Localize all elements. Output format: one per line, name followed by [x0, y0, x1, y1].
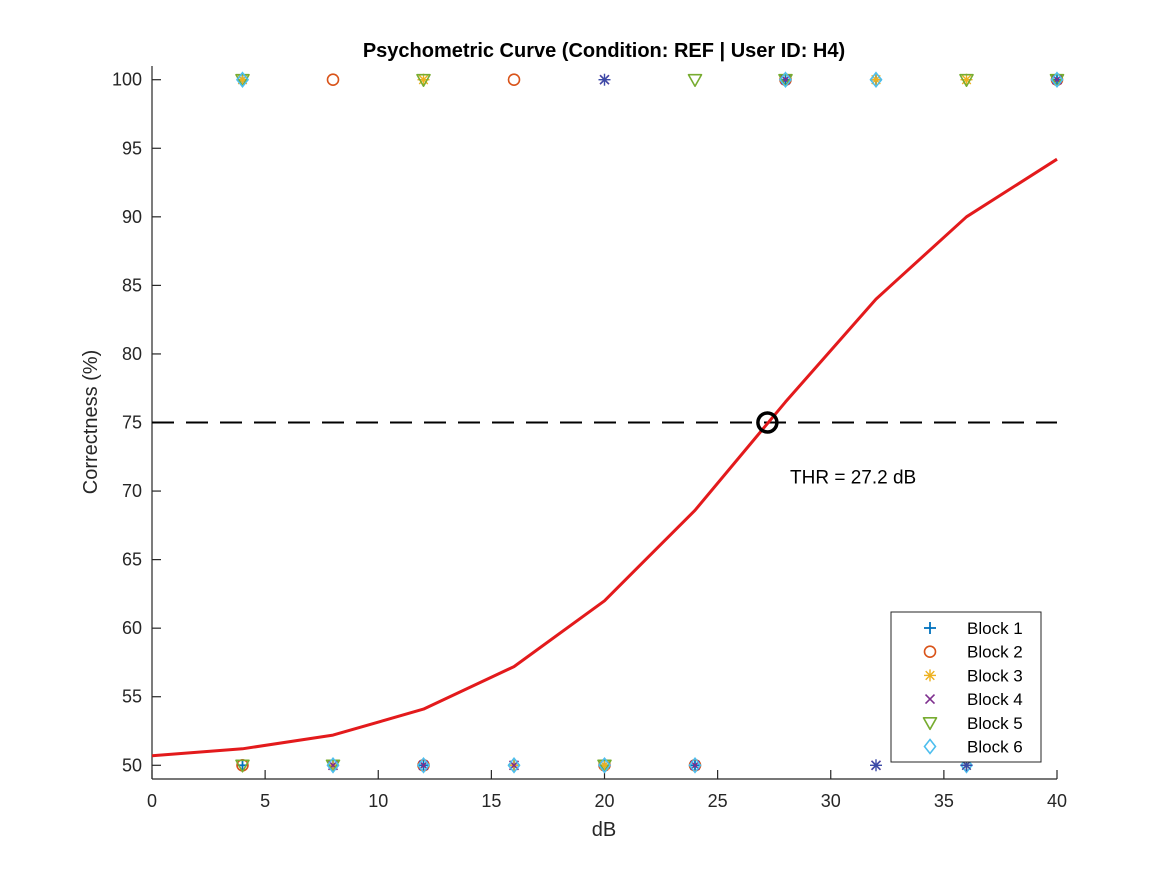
- data-point: [688, 756, 702, 774]
- x-tick-label: 15: [481, 791, 501, 811]
- data-point: [869, 71, 883, 89]
- legend-label: Block 5: [967, 714, 1023, 733]
- legend-marker: [924, 669, 936, 682]
- x-tick-label: 5: [260, 791, 270, 811]
- data-point: [1049, 73, 1065, 88]
- x-tick-label: 30: [821, 791, 841, 811]
- legend-label: Block 1: [967, 619, 1023, 638]
- data-point: [326, 756, 340, 774]
- legend-marker: [924, 622, 936, 634]
- data-point: [959, 756, 974, 774]
- x-tick-label: 10: [368, 791, 388, 811]
- y-tick-label: 85: [122, 275, 142, 295]
- data-point: [507, 73, 521, 87]
- data-point: [778, 73, 793, 88]
- x-ticks: 0 5 10 15 20 25 30 35 40: [147, 770, 1067, 811]
- y-tick-label: 60: [122, 618, 142, 638]
- x-tick-label: 35: [934, 791, 954, 811]
- data-point: [597, 756, 612, 774]
- data-point: [416, 756, 431, 774]
- data-point: [235, 73, 250, 88]
- x-tick-label: 40: [1047, 791, 1067, 811]
- legend-label: Block 6: [967, 738, 1023, 757]
- legend-marker: [924, 694, 936, 705]
- data-point: [598, 73, 611, 86]
- y-tick-label: 65: [122, 550, 142, 570]
- x-tick-label: 20: [594, 791, 614, 811]
- legend-label: Block 4: [967, 690, 1023, 709]
- legend: Block 1 Block 2 Block 3 Block 4 Block 5 Block…: [890, 611, 1042, 763]
- x-tick-label: 0: [147, 791, 157, 811]
- threshold-annotation: THR = 27.2 dB: [790, 467, 916, 488]
- data-point: [778, 71, 793, 89]
- fitted-curve: [151, 157, 1058, 758]
- plot-area: [151, 71, 1065, 774]
- data-point: [235, 71, 250, 89]
- data-point: [507, 756, 521, 774]
- data-point: [687, 73, 703, 88]
- legend-marker: [923, 645, 937, 659]
- data-point: [416, 73, 431, 88]
- y-tick-label: 50: [122, 755, 142, 775]
- y-tick-label: 100: [112, 70, 142, 90]
- y-tick-label: 70: [122, 481, 142, 501]
- x-tick-label: 25: [708, 791, 728, 811]
- legend-label: Block 3: [967, 666, 1023, 685]
- y-tick-label: 55: [122, 687, 142, 707]
- legend-label: Block 2: [967, 643, 1023, 662]
- y-ticks: 50 55 60 65 70 75 80 85 90 95 100: [112, 70, 161, 775]
- data-point: [870, 759, 882, 772]
- data-point: [597, 759, 612, 773]
- y-axis-label: Correctness (%): [80, 350, 102, 494]
- threshold-point: [756, 411, 779, 434]
- chart-title: Psychometric Curve (Condition: REF | Use…: [363, 40, 845, 62]
- series-6: [235, 71, 1064, 774]
- data-point: [1050, 71, 1064, 89]
- data-point: [870, 73, 882, 86]
- legend-box: [890, 611, 1042, 763]
- data-point: [235, 759, 250, 773]
- y-tick-label: 90: [122, 207, 142, 227]
- legend-marker: [922, 716, 938, 731]
- x-axis-label: dB: [592, 819, 616, 841]
- data-point: [326, 73, 340, 87]
- y-tick-label: 75: [122, 413, 142, 433]
- legend-marker: [923, 738, 937, 755]
- y-tick-label: 80: [122, 344, 142, 364]
- data-point: [959, 73, 974, 88]
- data-point: [325, 759, 341, 773]
- y-tick-label: 95: [122, 138, 142, 158]
- series-5: [235, 73, 1065, 773]
